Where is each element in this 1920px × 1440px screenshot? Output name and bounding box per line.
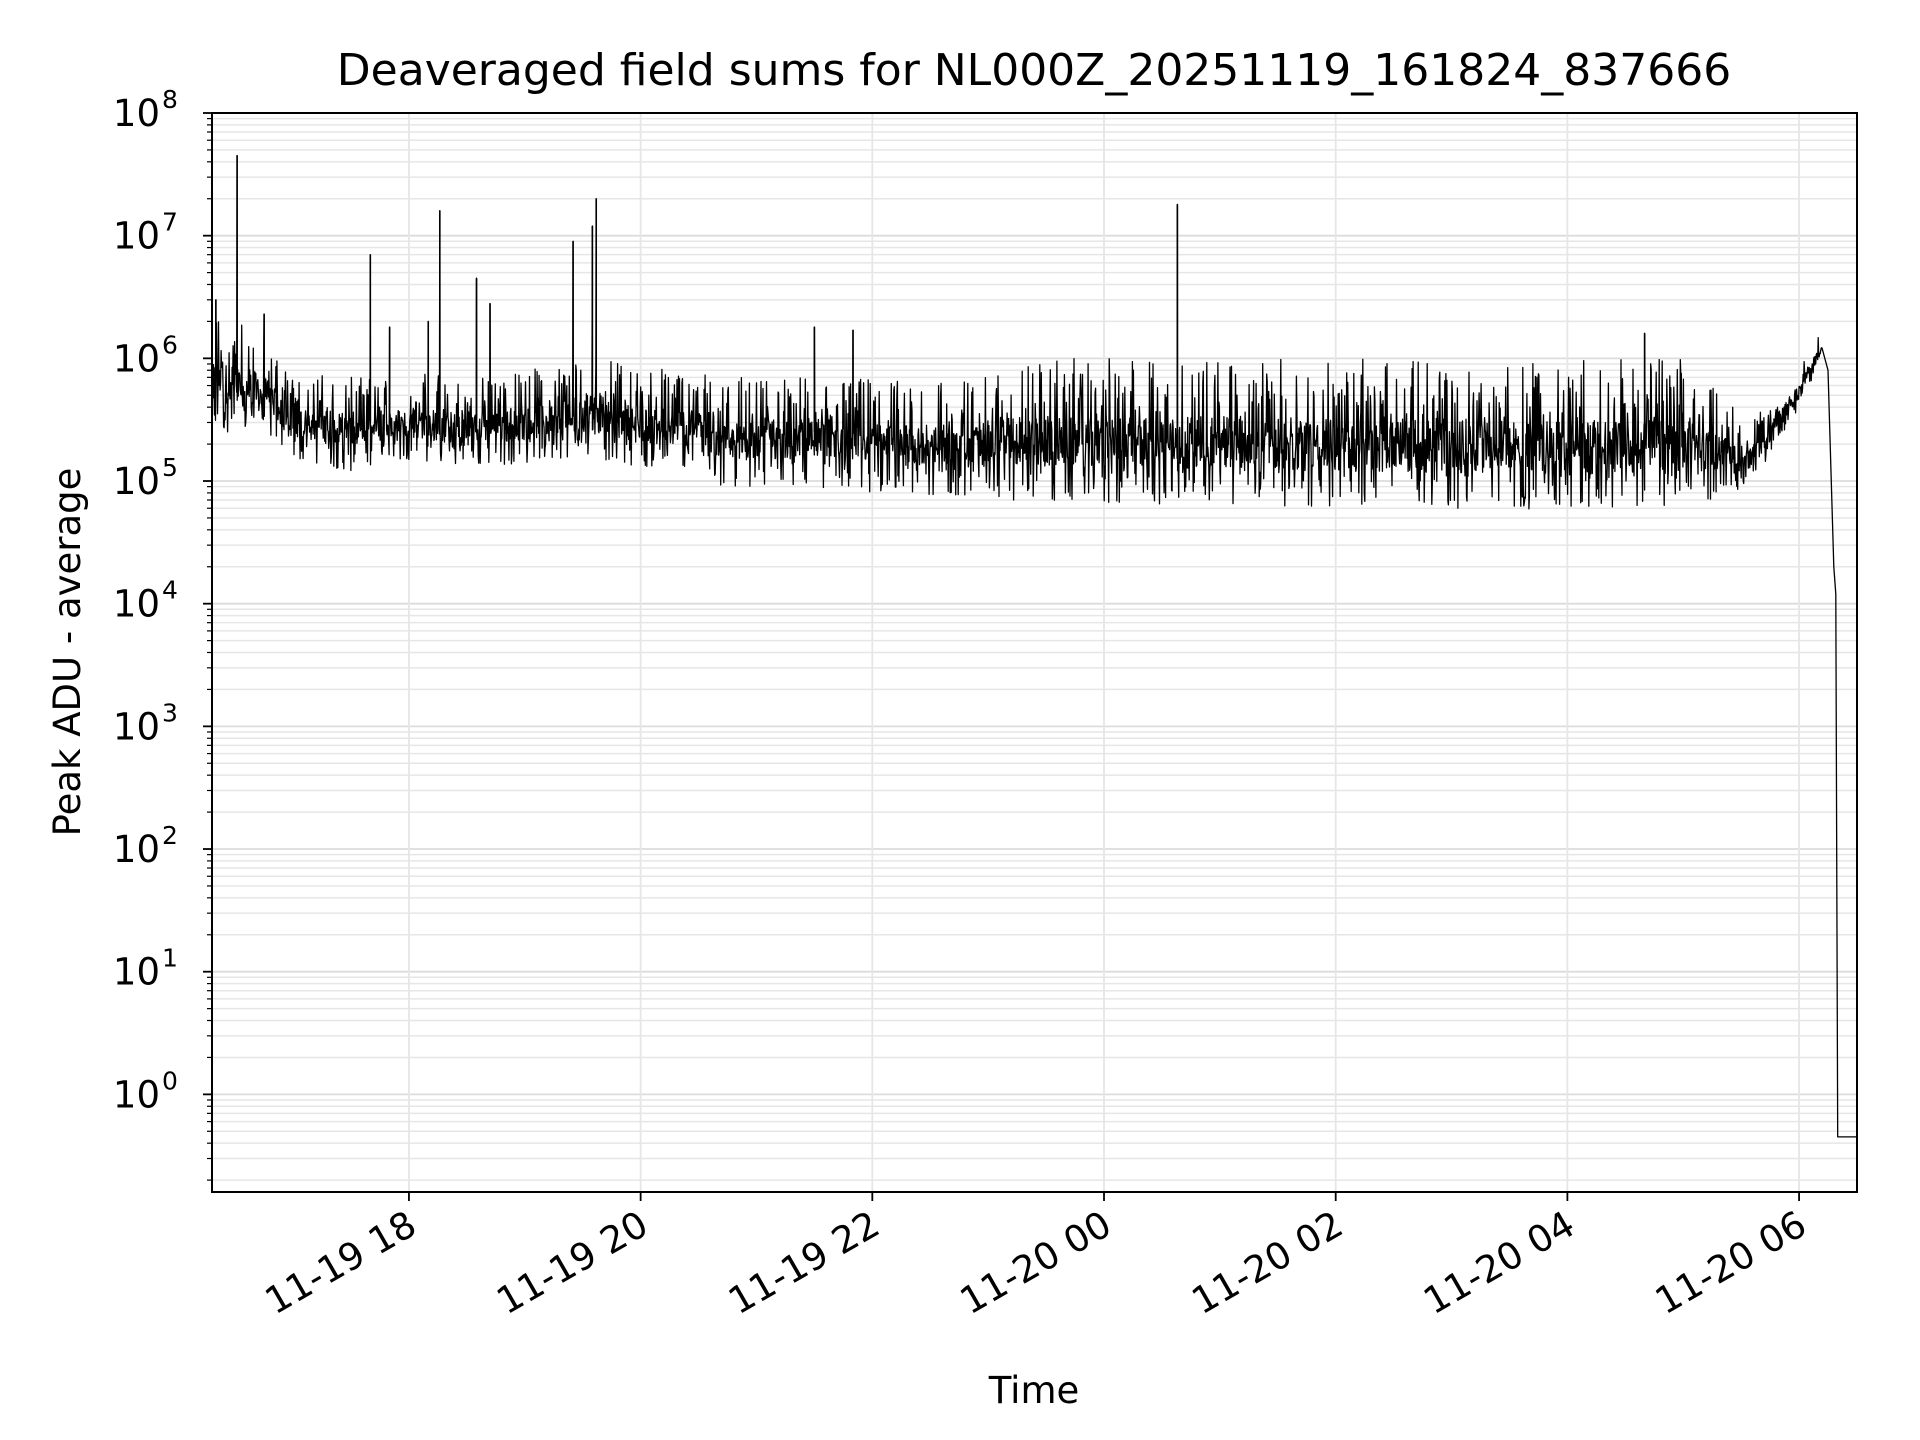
y-axis-label: Peak ADU - average (46, 468, 89, 837)
y-tick-label: 10 (113, 215, 160, 258)
y-tick-label-exponent: 3 (162, 698, 178, 727)
y-tick-label-exponent: 1 (162, 944, 178, 973)
series-layer (211, 154, 1857, 1138)
minor-grid (212, 117, 1857, 1181)
y-tick-label: 10 (113, 951, 160, 994)
chart-title: Deaveraged field sums for NL000Z_2025111… (337, 45, 1731, 96)
y-tick-label-exponent: 6 (162, 330, 178, 359)
y-tick-label: 10 (113, 583, 160, 626)
series-line (211, 154, 1857, 1138)
y-tick-label-exponent: 5 (162, 453, 178, 482)
y-tick-label-exponent: 2 (162, 821, 178, 850)
y-tick-label: 10 (113, 460, 160, 503)
y-tick-label-exponent: 4 (162, 576, 178, 605)
x-axis-label: Time (988, 1369, 1080, 1412)
y-tick-label-exponent: 0 (162, 1066, 178, 1095)
y-tick-label: 10 (113, 337, 160, 380)
y-tick-label-exponent: 8 (162, 85, 178, 114)
y-tick-label: 10 (113, 828, 160, 871)
y-tick-label: 10 (113, 1073, 160, 1116)
y-tick-label-exponent: 7 (162, 208, 178, 237)
y-tick-label: 10 (113, 705, 160, 748)
y-tick-label: 10 (113, 92, 160, 135)
